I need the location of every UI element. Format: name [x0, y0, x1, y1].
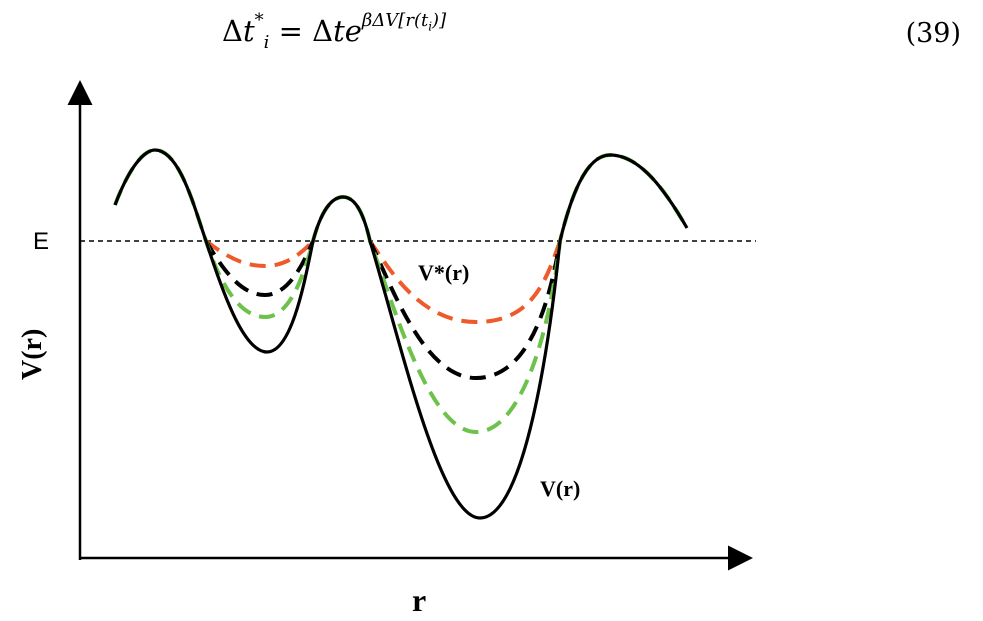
rhs-base: te: [333, 14, 362, 48]
rhs-exponent: βΔV[r(ti)]: [361, 10, 447, 34]
modified-potential-label: V*(r): [418, 260, 469, 285]
lhs-subscript: i: [263, 31, 270, 53]
lhs-variable: t: [242, 14, 255, 48]
y-axis-label: V(r): [17, 329, 48, 380]
equation-number: (39): [905, 18, 961, 49]
lhs-superscript: *: [254, 10, 264, 32]
boosted-potential-curve-low: [113, 147, 689, 435]
original-potential-label: V(r): [540, 476, 580, 501]
lhs-delta: Δ: [222, 14, 243, 48]
energy-label: E: [33, 228, 49, 255]
boosted-potential-curve-high: [204, 239, 562, 325]
original-potential-curve: [113, 148, 689, 520]
equals-sign: =: [278, 14, 303, 48]
rhs-delta: Δ: [312, 14, 334, 48]
equation-39: Δt*i = ΔteβΔV[r(ti)]: [222, 10, 446, 53]
x-axis-label: r: [412, 582, 426, 618]
boosted-potential-curve-mid: [204, 239, 562, 381]
